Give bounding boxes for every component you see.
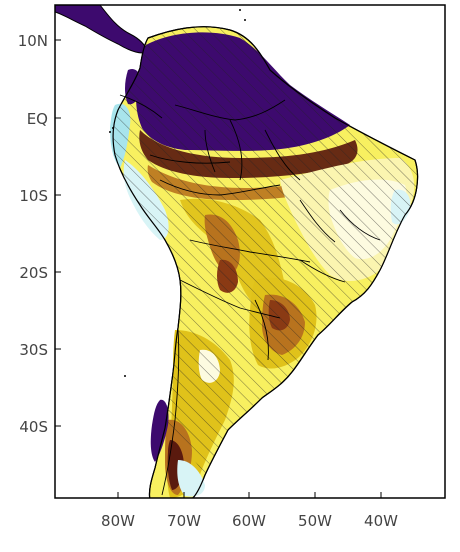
caribbean-island bbox=[244, 19, 246, 21]
lon-label: 50W bbox=[298, 512, 332, 530]
lat-label: 30S bbox=[19, 341, 48, 359]
pacific-island bbox=[124, 375, 126, 377]
map-content bbox=[55, 5, 445, 498]
caribbean-island bbox=[239, 9, 241, 11]
country-borders bbox=[119, 94, 381, 496]
lat-label: 10S bbox=[19, 187, 48, 205]
longitude-labels: 80W 70W 60W 50W 40W bbox=[101, 512, 398, 530]
lon-label: 70W bbox=[167, 512, 201, 530]
latitude-labels: 10N EQ 10S 20S 30S 40S bbox=[18, 32, 48, 436]
lat-label: 20S bbox=[19, 264, 48, 282]
galapagos-island bbox=[112, 127, 114, 129]
latitude-axis bbox=[55, 39, 61, 427]
map-frame bbox=[54, 4, 446, 499]
patagonia-south-cream bbox=[177, 460, 205, 497]
central-america-region bbox=[55, 5, 149, 54]
lat-label: EQ bbox=[27, 110, 48, 128]
southern-chile-wet bbox=[150, 399, 169, 462]
lat-label: 10N bbox=[18, 32, 48, 50]
lon-label: 80W bbox=[101, 512, 135, 530]
lon-label: 60W bbox=[232, 512, 266, 530]
lat-label: 40S bbox=[19, 418, 48, 436]
galapagos-island bbox=[109, 131, 111, 133]
longitude-axis bbox=[117, 492, 382, 498]
significance-hatching bbox=[113, 26, 418, 476]
lon-label: 40W bbox=[364, 512, 398, 530]
coastline bbox=[112, 26, 419, 498]
